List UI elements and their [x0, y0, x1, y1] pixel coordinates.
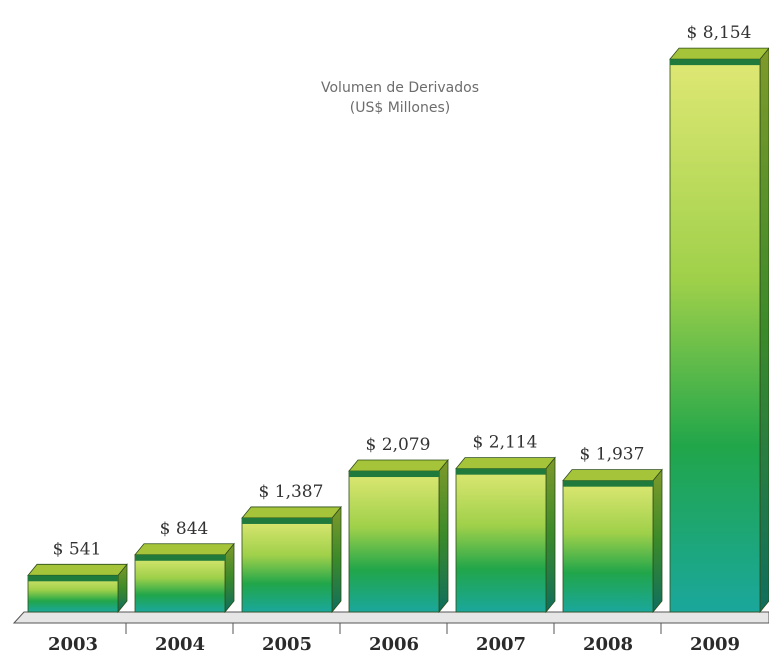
bar-cap [242, 517, 332, 524]
bar-cap [349, 471, 439, 478]
x-tick-label: 2008 [583, 634, 633, 655]
bar-cap [670, 59, 760, 66]
bar [134, 554, 226, 613]
value-label: $ 2,114 [473, 433, 538, 453]
bar [27, 574, 119, 613]
bar-side [224, 542, 235, 614]
bar-top [27, 563, 128, 576]
bar [562, 480, 654, 613]
bar-cap [456, 468, 546, 475]
bar-cap [563, 480, 653, 487]
chart-title: Volumen de Derivados [321, 80, 479, 96]
x-tick-label: 2006 [369, 634, 419, 655]
bar [241, 517, 333, 613]
bar-cap [28, 575, 118, 582]
x-tick-label: 2007 [476, 634, 526, 655]
bar [348, 470, 440, 613]
bar-side [545, 456, 556, 614]
value-label: $ 844 [160, 519, 209, 539]
bar-top [134, 543, 235, 556]
chart-subtitle: (US$ Millones) [350, 100, 451, 116]
value-label: $ 8,154 [687, 23, 752, 43]
bar-cap [135, 554, 225, 561]
bar-top [562, 469, 663, 482]
x-tick-label: 2009 [690, 634, 740, 655]
bar-side [331, 505, 342, 614]
bar-top [348, 459, 449, 472]
bar-top [241, 506, 342, 519]
bar-top [455, 457, 556, 470]
bar-side [438, 458, 449, 614]
value-label: $ 541 [53, 539, 102, 559]
x-tick-label: 2003 [48, 634, 98, 655]
value-label: $ 1,937 [580, 445, 645, 465]
bar-side [759, 47, 769, 614]
value-label: $ 1,387 [259, 482, 324, 502]
bar-top [669, 47, 769, 60]
bar-side [652, 468, 663, 614]
x-tick-label: 2005 [262, 634, 312, 655]
floor [12, 611, 769, 624]
bar [455, 468, 547, 613]
bar [669, 58, 761, 613]
x-tick-label: 2004 [155, 634, 205, 655]
value-label: $ 2,079 [366, 435, 431, 455]
